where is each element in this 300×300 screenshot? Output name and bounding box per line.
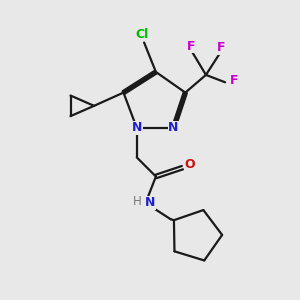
Text: N: N — [145, 196, 155, 209]
Text: N: N — [132, 122, 142, 134]
Text: F: F — [187, 40, 196, 53]
Text: Cl: Cl — [135, 28, 148, 41]
Text: N: N — [168, 122, 179, 134]
Text: F: F — [216, 41, 225, 54]
Text: O: O — [184, 158, 195, 171]
Text: H: H — [132, 195, 141, 208]
Text: F: F — [230, 74, 238, 87]
